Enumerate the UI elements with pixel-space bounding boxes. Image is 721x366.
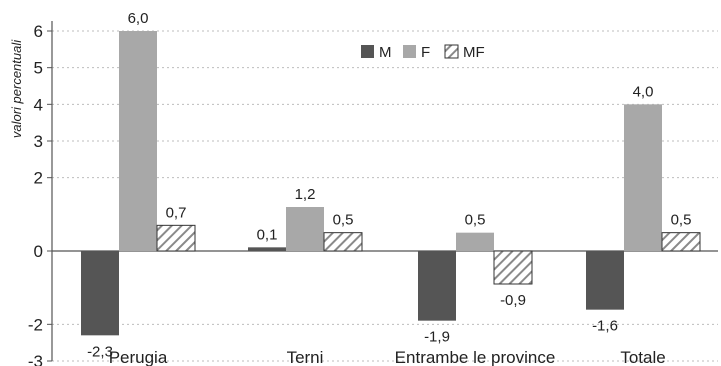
grid bbox=[52, 30, 718, 362]
data-label: 4,0 bbox=[633, 83, 654, 100]
y-tick-label: 5 bbox=[34, 59, 43, 78]
data-label: 0,5 bbox=[465, 212, 486, 229]
legend: M F MF bbox=[361, 44, 485, 61]
y-tick-label: -2 bbox=[28, 315, 43, 334]
bar-m-0 bbox=[81, 251, 119, 336]
legend-label-f: F bbox=[421, 44, 430, 61]
legend-swatch-f bbox=[403, 45, 416, 58]
legend-swatch-mf bbox=[444, 44, 459, 59]
legend-swatch-m bbox=[361, 45, 374, 58]
y-tick-label: 4 bbox=[34, 95, 43, 114]
category-label: Totale bbox=[620, 348, 665, 366]
bar-mf-0 bbox=[156, 224, 196, 252]
data-labels: -2,3 6,0 0,7 0,1 1,2 0,5 -1,9 0,5 -0,9 -1,6 4,0 0,5 bbox=[87, 10, 691, 360]
bar-m-3 bbox=[586, 251, 624, 310]
y-tick-label: 6 bbox=[34, 22, 43, 41]
category-label: Perugia bbox=[109, 348, 168, 366]
data-label: -2,3 bbox=[87, 343, 113, 360]
bar-mf-1 bbox=[323, 232, 363, 252]
data-label: 0,1 bbox=[257, 226, 278, 243]
y-tick-label: 2 bbox=[34, 169, 43, 188]
y-tick-label: 0 bbox=[34, 242, 43, 261]
category-label: Terni bbox=[287, 348, 324, 366]
axes: -3 -2 0 2 3 4 5 6 Perugia Terni Entrambe le provin… bbox=[28, 21, 718, 366]
bar-f-3 bbox=[624, 104, 662, 251]
bar-f-1 bbox=[286, 207, 324, 251]
legend-label-mf: MF bbox=[463, 44, 485, 61]
data-label: -0,9 bbox=[500, 292, 526, 309]
data-label: 0,5 bbox=[333, 212, 354, 229]
y-tick-label: -3 bbox=[28, 352, 43, 366]
bar-f-0 bbox=[119, 31, 157, 251]
data-label: -1,6 bbox=[592, 318, 618, 335]
y-axis-label: valori percentuali bbox=[9, 39, 24, 138]
data-label: 6,0 bbox=[128, 10, 149, 27]
data-label: 0,5 bbox=[671, 212, 692, 229]
bar-m-1 bbox=[248, 247, 286, 251]
data-label: 0,7 bbox=[166, 204, 187, 221]
y-tick-label: 3 bbox=[34, 132, 43, 151]
bar-f-2 bbox=[456, 232, 494, 251]
data-label: -1,9 bbox=[424, 329, 450, 346]
legend-label-m: M bbox=[379, 44, 392, 61]
bars bbox=[81, 31, 701, 336]
bar-mf-3 bbox=[661, 232, 701, 252]
bar-mf-2 bbox=[493, 250, 533, 285]
category-label: Entrambe le province bbox=[395, 348, 556, 366]
bar-m-2 bbox=[418, 251, 456, 321]
data-label: 1,2 bbox=[295, 186, 316, 203]
